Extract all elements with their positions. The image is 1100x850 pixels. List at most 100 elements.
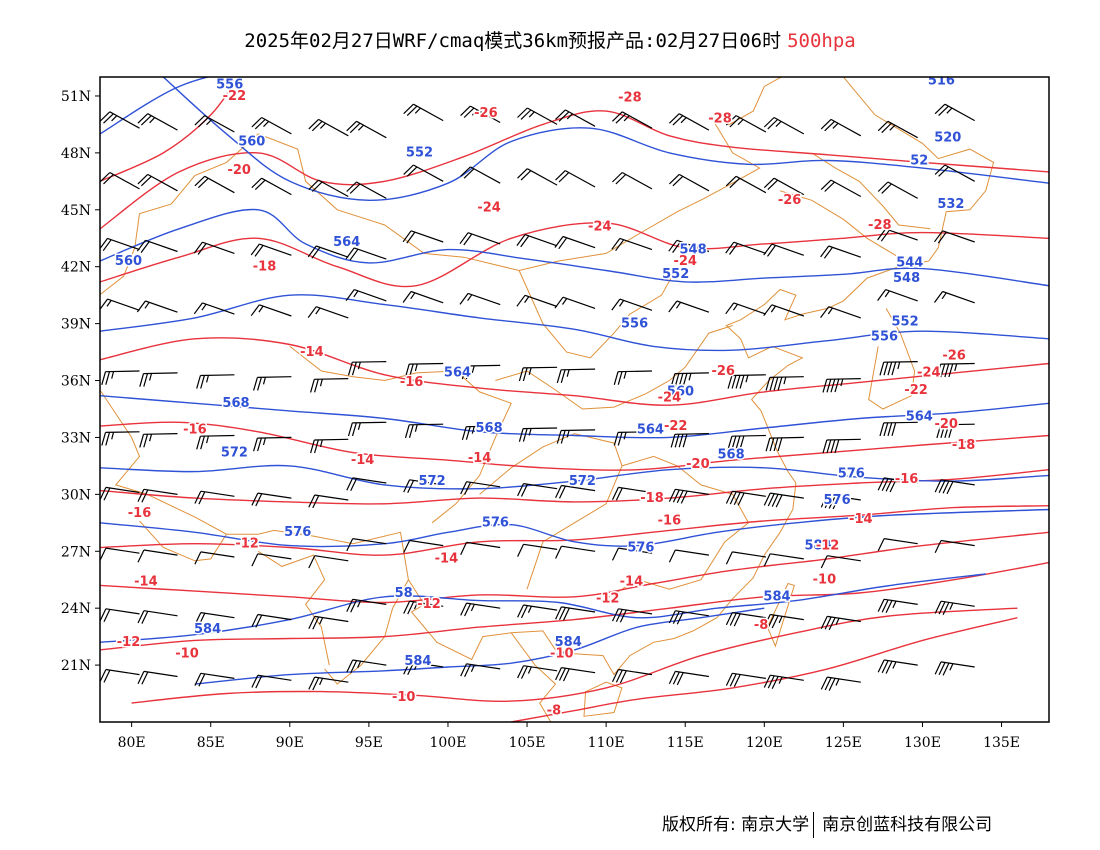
height-contour-label: 576 [838,466,865,481]
boundary-line [258,77,783,272]
height-contour-label: 568 [222,396,249,411]
temperature-contour-line [100,469,1049,505]
wind-barb [101,370,140,385]
wind-barb [934,230,975,244]
temperature-contour-line [100,222,1049,288]
height-contour-line [100,294,1049,352]
temperature-contour-label: -26 [711,364,735,379]
temperature-contour-label: -10 [813,573,837,588]
map-frame [99,76,1050,723]
temperature-contour-label: -18 [640,491,664,506]
height-contour-layer [100,77,1049,685]
lat-tick-label: 33N [61,430,91,446]
wind-barb [253,436,292,452]
lat-tick-label: 48N [61,146,91,162]
temperature-contour-line [100,531,1049,604]
temperature-contour-line [100,561,1049,651]
wind-barb [308,118,349,137]
wind-barb [668,670,709,686]
height-contour-label: 556 [871,330,898,345]
height-contour-label: 576 [824,493,851,508]
wind-barb [763,613,804,629]
wind-barb [725,302,767,315]
lon-tick-label: 85E [197,735,225,751]
wind-barb [517,543,558,557]
wind-barb [936,362,975,378]
lon-tick-label: 130E [904,735,941,751]
wind-barb [346,538,387,552]
wind-barb [100,668,140,683]
height-contour-label: 564 [333,235,360,250]
wind-barb [611,237,653,252]
wind-barb [727,434,766,450]
wind-barb [136,300,178,313]
height-contour-label: 560 [667,385,694,400]
height-contour-label: 560 [115,254,142,269]
wind-barb [934,479,975,495]
temperature-contour-label: -12 [596,592,620,607]
temperature-contour-label: -16 [658,514,682,529]
wind-barb [253,376,292,391]
wind-barb [194,551,235,565]
wind-barb [460,541,501,555]
height-contour-label: 520 [934,131,961,146]
temperature-contour-label: -14 [134,574,158,589]
height-contour-label: 552 [406,146,433,161]
copyright-org-chuanglan: 南京创蓝科技有限公司 [822,815,993,835]
temperature-contour-label: -22 [904,383,928,398]
temperature-contour-label: -14 [435,552,459,567]
lon-tick-label: 115E [667,735,704,751]
temperature-label-layer: -22-32-28-26 -28-20-24-24-26-28-24-18-14-… [115,77,977,720]
wind-barb [193,302,235,315]
wind-barb [822,438,861,454]
temperature-contour-label: -24 [917,366,941,381]
wind-barb [611,668,653,684]
lat-tick-label: 24N [61,601,91,617]
lat-tick-label: 30N [61,487,91,503]
wind-barb [820,118,862,137]
height-contour-label: 584 [763,590,790,605]
temperature-contour-line [100,110,1049,230]
temperature-contour-label: -10 [392,690,416,705]
wind-barb [611,298,653,311]
wind-barb [763,492,804,508]
wind-barb [934,661,975,676]
wind-barb-layer [100,103,975,691]
wind-barb [100,171,140,190]
wind-barb [554,296,596,309]
wind-barb [516,234,558,248]
wind-barb [611,547,653,561]
wind-barb [307,245,349,259]
wind-barb [934,600,975,615]
temperature-contour-label: -24 [588,220,612,235]
wind-barb [555,667,596,682]
wind-barb [936,423,975,439]
wind-barb [877,659,918,674]
temperature-contour-label: -10 [550,647,574,662]
wind-barb [137,488,178,503]
lat-tick-label: 27N [61,544,91,560]
wind-barb [879,421,918,437]
island-outline [766,582,795,648]
height-contour-label: 516 [928,74,955,89]
wind-barb [725,672,766,688]
copyright-org-nju: 南京大学 [741,815,810,835]
temperature-contour-label: -24 [673,254,697,269]
temperature-contour-label: -28 [868,218,892,233]
boundary-line [842,77,995,262]
wind-barb [555,109,596,127]
height-contour-label: 556 [216,77,243,92]
lon-tick-label: 80E [118,735,146,751]
lon-tick-label: 135E [983,735,1020,751]
wind-barb [820,555,861,569]
temperature-contour-line [100,77,240,182]
wind-barb [403,539,444,554]
boundary-line [289,346,512,524]
temperature-contour-label: -26 [778,193,802,208]
wind-barb [668,239,710,253]
height-contour-label: 572 [569,474,596,489]
wind-barb [611,486,653,501]
lon-tick-label: 90E [276,735,304,751]
height-contour-label: 560 [238,134,265,149]
wind-barb [137,173,178,192]
